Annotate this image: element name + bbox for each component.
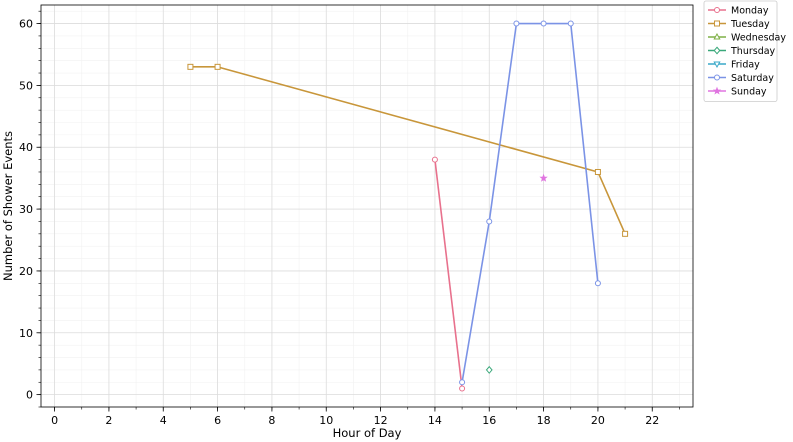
y-axis-label: Number of Shower Events: [1, 131, 15, 281]
legend-marker-saturday: [714, 74, 720, 81]
series-thursday: [485, 365, 493, 374]
x-axis-label: Hour of Day: [333, 426, 402, 440]
data-point-monday: [431, 156, 438, 163]
series-layer: [187, 20, 629, 392]
x-tick-label: 18: [537, 414, 551, 427]
data-point-tuesday: [187, 63, 194, 70]
legend-marker-monday: [714, 7, 720, 13]
legend-marker-sunday: [712, 86, 722, 95]
data-point-tuesday: [622, 230, 629, 237]
x-tick-label: 4: [160, 414, 167, 427]
legend-label-saturday: Saturday: [731, 73, 774, 84]
x-tick-label: 14: [428, 414, 442, 427]
legend-box: [703, 0, 778, 102]
plot-background: [41, 5, 693, 407]
series-monday: [431, 156, 466, 392]
legend-label-tuesday: Tuesday: [730, 19, 770, 30]
legend-label-friday: Friday: [731, 60, 760, 71]
series-line-tuesday: [190, 66, 626, 235]
legend-item-wednesday: Wednesday: [708, 33, 786, 44]
data-point-saturday: [486, 218, 493, 225]
legend-marker-friday: [713, 61, 721, 69]
data-point-monday: [459, 385, 466, 392]
axes: 0 2 4 6 8 10 12 14 16 18 20 22 0 10 20 30 40 50 60: [19, 10, 680, 427]
legend-label-sunday: Sunday: [731, 87, 767, 98]
x-tick-label: 22: [645, 414, 659, 427]
y-tick-label: 30: [19, 203, 33, 216]
legend-item-friday: Friday: [708, 60, 760, 71]
series-tuesday: [187, 63, 629, 237]
grid: [41, 5, 693, 408]
legend-marker-wednesday: [713, 32, 721, 40]
legend-label-thursday: Thursday: [730, 46, 776, 57]
legend-item-thursday: Thursday: [708, 46, 776, 57]
x-tick-label: 0: [51, 414, 58, 427]
data-point-thursday: [485, 365, 493, 374]
y-tick-label: 0: [26, 389, 33, 402]
y-tick-label: 20: [19, 265, 33, 278]
series-line-saturday: [461, 22, 599, 383]
y-tick-label: 50: [19, 79, 33, 92]
legend: Monday Tuesday Wednesday Thursday Friday Satu…: [703, 0, 786, 102]
series-saturday: [459, 20, 601, 386]
legend-item-saturday: Saturday: [708, 73, 774, 84]
x-tick-label: 16: [482, 414, 496, 427]
legend-item-tuesday: Tuesday: [708, 19, 770, 30]
legend-item-sunday: Sunday: [708, 87, 767, 98]
y-tick-label: 40: [19, 141, 33, 154]
data-point-saturday: [567, 20, 574, 27]
x-tick-label: 12: [374, 414, 388, 427]
series-line-monday: [434, 159, 463, 389]
data-point-saturday: [459, 379, 466, 386]
x-tick-label: 6: [214, 414, 221, 427]
data-point-tuesday: [594, 168, 601, 175]
x-tick-label: 8: [268, 414, 275, 427]
data-point-saturday: [594, 280, 601, 287]
plot-frame: [40, 4, 694, 408]
legend-marker-thursday: [713, 46, 721, 55]
data-point-saturday: [540, 20, 547, 27]
data-point-tuesday: [214, 63, 221, 70]
legend-label-wednesday: Wednesday: [731, 33, 786, 44]
y-tick-label: 60: [19, 18, 33, 31]
data-point-saturday: [513, 20, 520, 27]
legend-item-monday: Monday: [708, 6, 769, 17]
series-sunday: [539, 173, 548, 182]
x-tick-label: 10: [319, 414, 333, 427]
y-tick-label: 10: [19, 327, 33, 340]
legend-label-monday: Monday: [731, 6, 769, 17]
data-point-sunday: [539, 173, 548, 182]
x-tick-label: 20: [591, 414, 605, 427]
x-tick-label: 2: [105, 414, 112, 427]
legend-marker-tuesday: [714, 20, 720, 27]
